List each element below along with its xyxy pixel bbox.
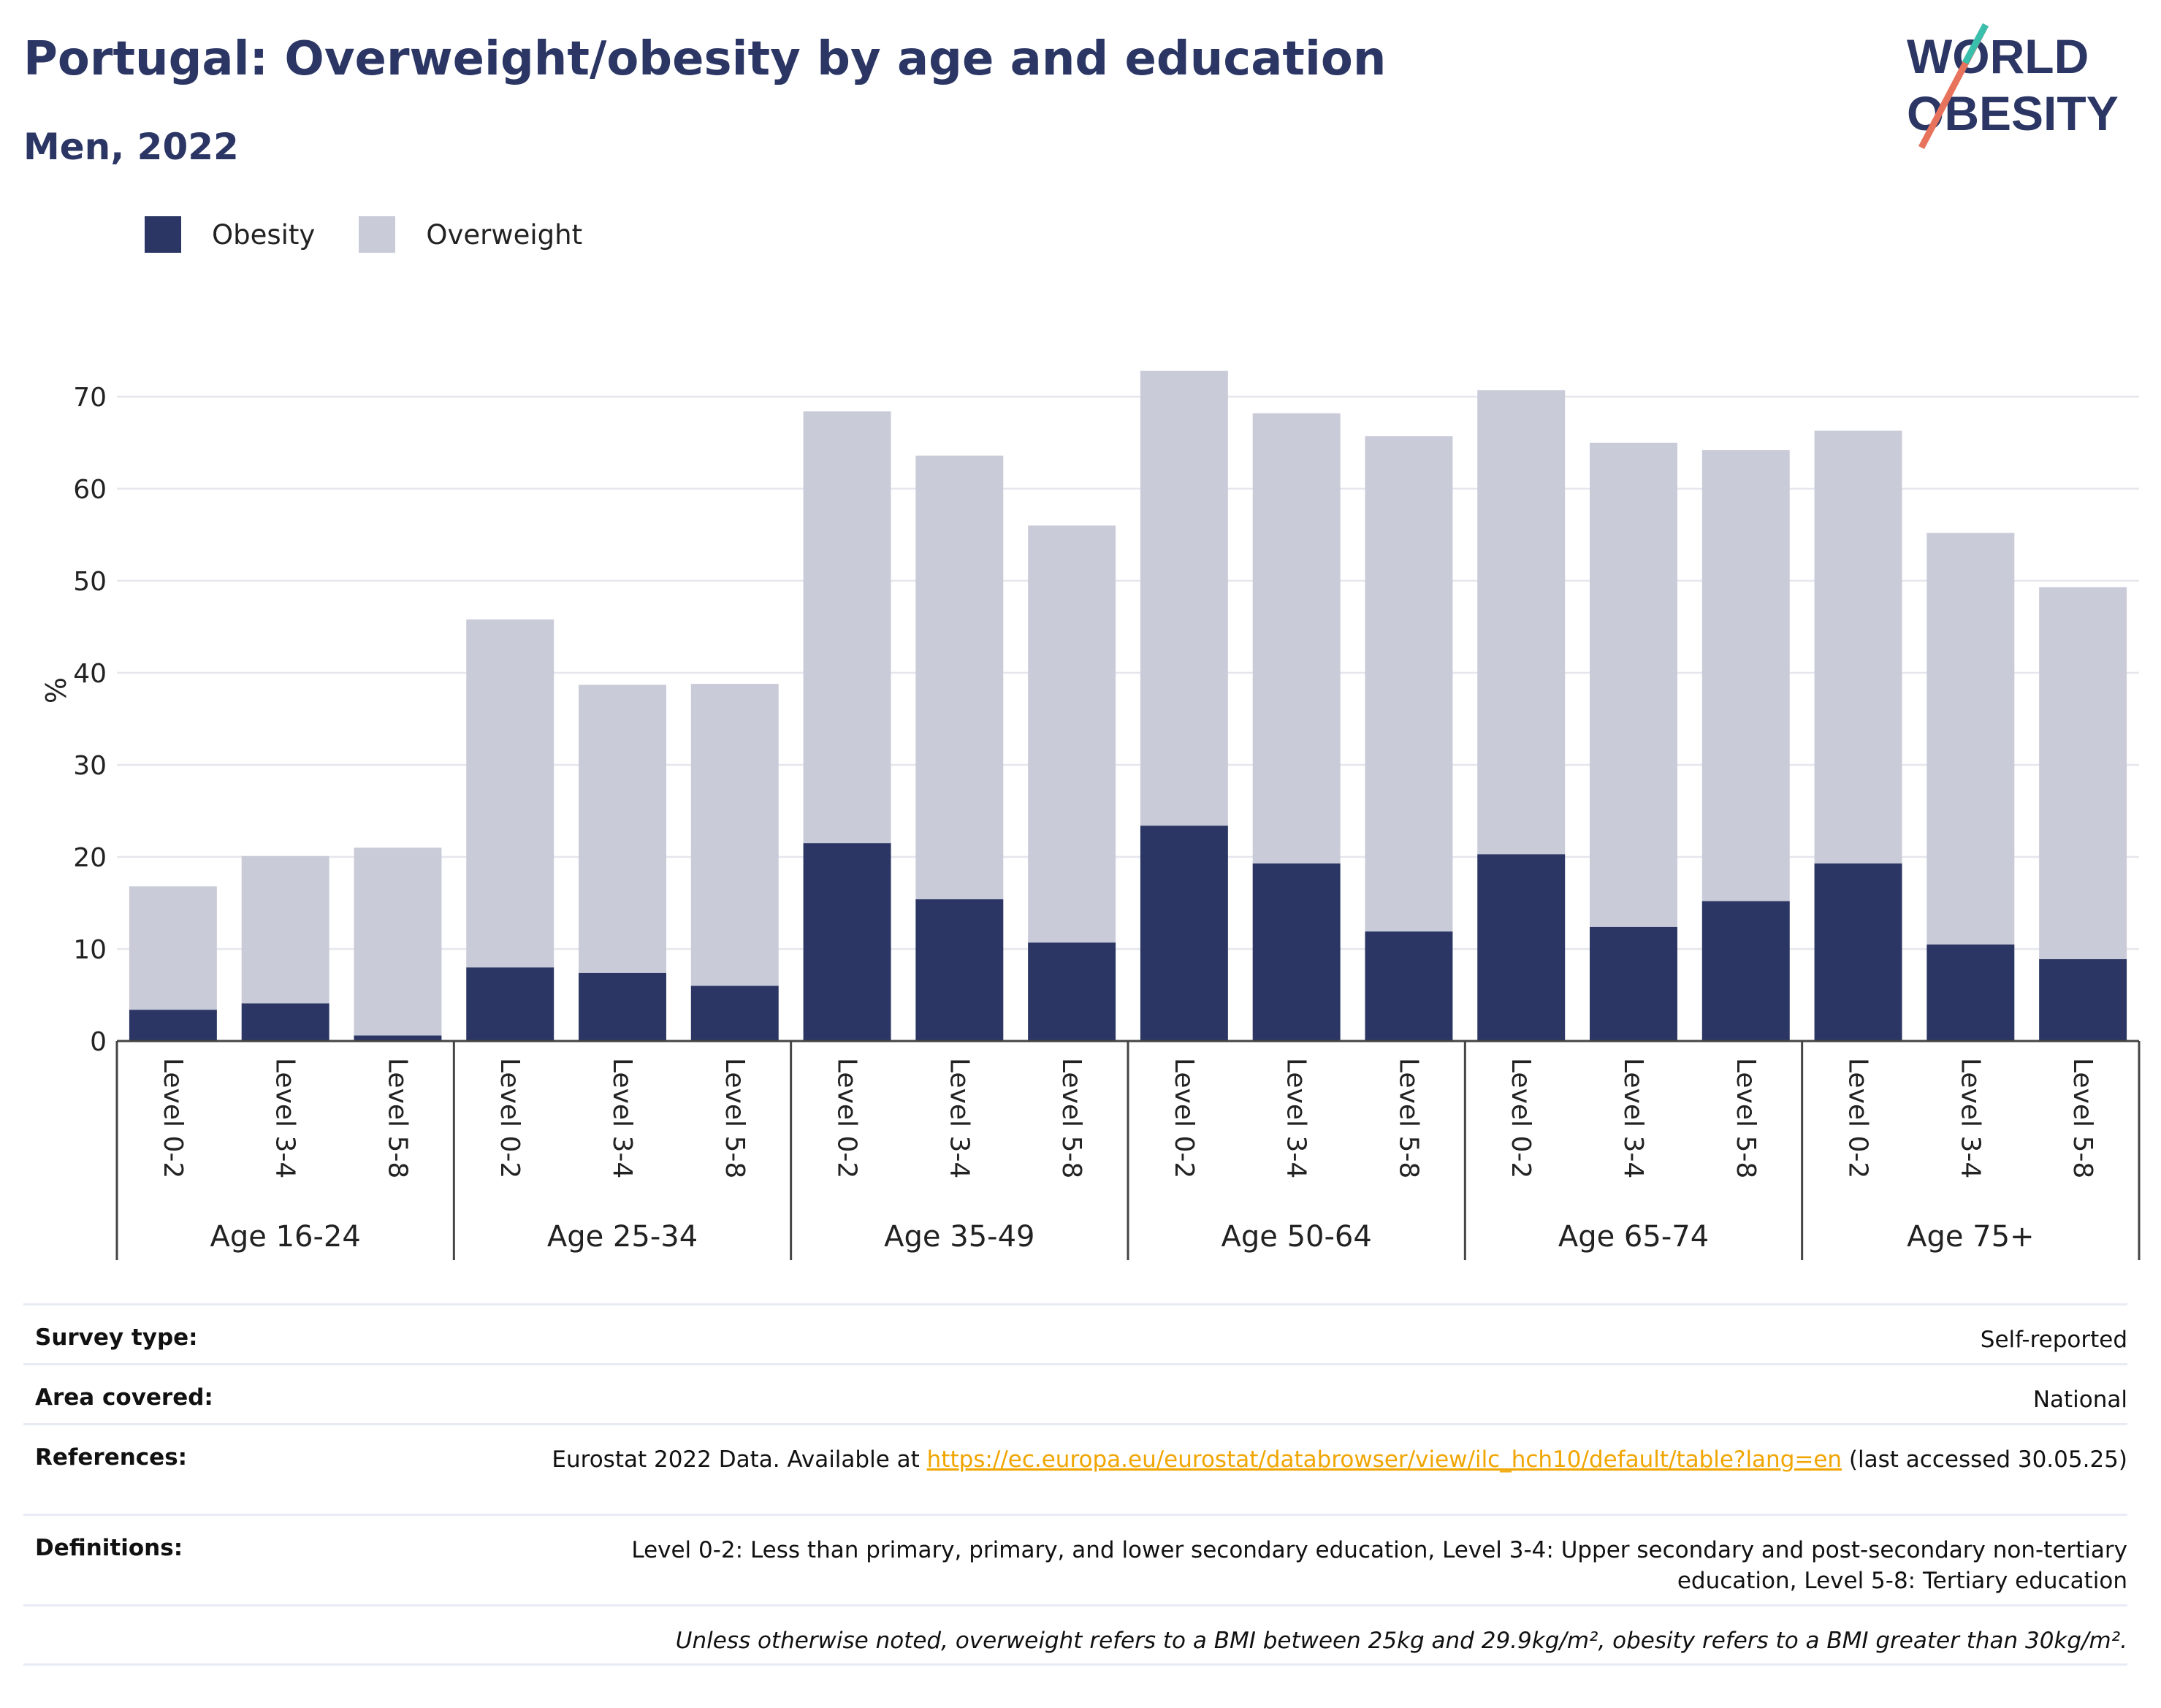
x-tick-label: Level 3-4	[944, 1058, 974, 1178]
world-obesity-logo: WORLD OBESITY	[1907, 23, 2119, 150]
y-tick-label: 50	[73, 567, 107, 597]
y-tick-label: 60	[73, 475, 107, 505]
bar-overweight	[915, 455, 1004, 899]
bar-obesity	[129, 1010, 217, 1041]
chart-legend: Obesity Overweight	[145, 216, 626, 253]
bar-overweight	[1365, 436, 1453, 932]
bar-obesity	[690, 985, 779, 1041]
bar-overweight	[2039, 587, 2127, 959]
info-label: Area covered:	[35, 1384, 213, 1411]
bar-overweight	[1590, 443, 1677, 927]
y-tick-label: 10	[73, 935, 107, 965]
bar-overweight	[1028, 525, 1116, 943]
y-tick-label: 20	[73, 843, 107, 873]
group-label: Age 75+	[1907, 1220, 2035, 1254]
bar-overweight	[354, 847, 442, 1036]
x-tick-label: Level 5-8	[720, 1058, 750, 1178]
x-tick-label: Level 5-8	[2067, 1058, 2097, 1178]
bar-obesity	[1028, 942, 1116, 1041]
group-label: Age 25-34	[547, 1220, 698, 1254]
reference-link[interactable]: https://ec.europa.eu/eurostat/databrowse…	[926, 1446, 1842, 1473]
info-row-area-covered: Area covered: National	[23, 1363, 2127, 1423]
info-row-survey-type: Survey type: Self-reported	[23, 1303, 2127, 1363]
bar-obesity	[1477, 854, 1566, 1041]
x-tick-label: Level 0-2	[1506, 1058, 1536, 1178]
svg-text:WORLD: WORLD	[1907, 29, 2089, 83]
bar-overweight	[1477, 390, 1566, 855]
info-label: References:	[35, 1444, 188, 1471]
bar-overweight	[1701, 450, 1790, 901]
info-row-references: References: Eurostat 2022 Data. Availabl…	[23, 1423, 2127, 1514]
x-tick-label: Level 0-2	[832, 1058, 862, 1178]
page-subtitle: Men, 2022	[23, 126, 239, 168]
x-tick-label: Level 0-2	[158, 1058, 188, 1178]
x-tick-label: Level 0-2	[495, 1058, 525, 1178]
reference-suffix: (last accessed 30.05.25)	[1842, 1446, 2127, 1473]
group-label: Age 16-24	[210, 1220, 361, 1254]
legend-swatch-overweight	[359, 216, 396, 253]
group-label: Age 35-49	[884, 1220, 1034, 1254]
x-tick-label: Level 3-4	[270, 1058, 300, 1178]
info-table: Survey type: Self-reported Area covered:…	[23, 1303, 2127, 1666]
bar-obesity	[2039, 958, 2127, 1041]
bar-obesity	[1365, 931, 1453, 1041]
bar-obesity	[1140, 826, 1228, 1041]
bmi-note: Unless otherwise noted, overweight refer…	[675, 1628, 2127, 1654]
group-label: Age 50-64	[1221, 1220, 1372, 1254]
info-value: Eurostat 2022 Data. Available at https:/…	[552, 1444, 2127, 1475]
bar-obesity	[803, 843, 891, 1041]
bar-obesity	[1701, 901, 1790, 1041]
info-label: Definitions:	[35, 1535, 183, 1561]
bar-obesity	[466, 967, 554, 1041]
info-row-note: Unless otherwise noted, overweight refer…	[23, 1604, 2127, 1666]
bar-overweight	[1252, 413, 1341, 863]
bar-obesity	[1814, 863, 1902, 1041]
legend-swatch-obesity	[145, 216, 181, 253]
bar-overweight	[690, 684, 779, 986]
info-label: Survey type:	[35, 1324, 198, 1351]
x-tick-label: Level 3-4	[1618, 1058, 1648, 1178]
y-tick-label: 0	[90, 1027, 107, 1057]
y-axis-label: %	[39, 677, 71, 704]
bar-overweight	[579, 685, 666, 973]
legend-item-overweight[interactable]: Overweight	[359, 216, 582, 253]
x-tick-label: Level 5-8	[1056, 1058, 1086, 1178]
x-tick-label: Level 3-4	[607, 1058, 637, 1178]
group-label: Age 65-74	[1558, 1220, 1709, 1254]
bar-overweight	[803, 411, 891, 844]
reference-prefix: Eurostat 2022 Data. Available at	[552, 1446, 927, 1473]
bar-obesity	[1926, 944, 2015, 1041]
bar-obesity	[241, 1003, 329, 1041]
x-tick-label: Level 5-8	[1393, 1058, 1423, 1178]
stacked-bar-chart: 0 10 20 30 40 50 60 70% Level 0-2 Level 3-4 Level …	[39, 370, 2141, 1260]
y-tick-label: 70	[73, 383, 107, 413]
bar-overweight	[1926, 533, 2015, 945]
legend-item-obesity[interactable]: Obesity	[145, 216, 315, 253]
bar-obesity	[1252, 863, 1341, 1041]
info-value: National	[2032, 1387, 2127, 1413]
legend-label-overweight: Overweight	[426, 218, 583, 251]
x-tick-label: Level 3-4	[1955, 1058, 1985, 1178]
bar-overweight	[1814, 430, 1902, 863]
x-tick-label: Level 0-2	[1843, 1058, 1873, 1178]
bar-obesity	[579, 972, 666, 1041]
info-row-definitions: Definitions: Level 0-2: Less than primar…	[23, 1514, 2127, 1604]
bar-obesity	[1590, 926, 1677, 1041]
info-value: Self-reported	[1980, 1327, 2127, 1353]
x-tick-label: Level 5-8	[382, 1058, 412, 1178]
x-tick-label: Level 5-8	[1731, 1058, 1761, 1178]
y-tick-label: 30	[73, 751, 107, 781]
bar-obesity	[915, 899, 1004, 1041]
bar-overweight	[1140, 370, 1228, 826]
page-title: Portugal: Overweight/obesity by age and …	[23, 32, 1387, 86]
x-tick-label: Level 0-2	[1169, 1058, 1199, 1178]
info-value: Level 0-2: Less than primary, primary, a…	[631, 1537, 2127, 1594]
bar-overweight	[466, 619, 554, 968]
bar-obesity	[354, 1035, 442, 1041]
x-tick-label: Level 3-4	[1281, 1058, 1311, 1178]
bar-overweight	[129, 886, 217, 1010]
bar-overweight	[241, 855, 329, 1004]
legend-label-obesity: Obesity	[212, 218, 316, 251]
y-tick-label: 40	[73, 659, 107, 689]
